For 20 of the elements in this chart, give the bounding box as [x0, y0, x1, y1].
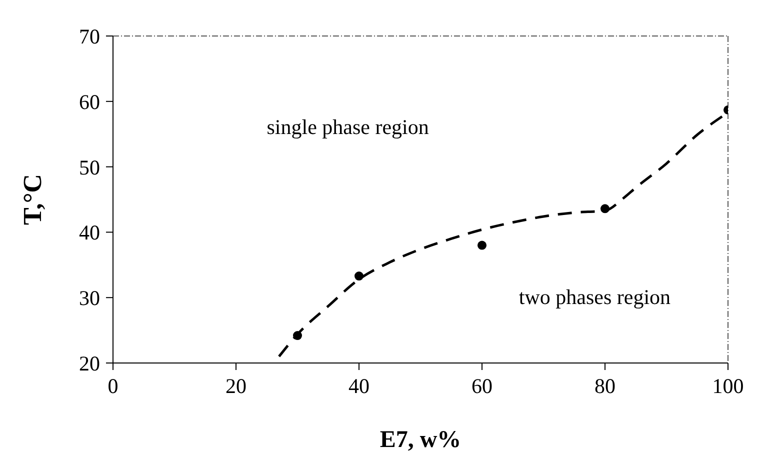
x-tick-label: 40: [348, 374, 370, 398]
y-tick-label: 40: [79, 220, 100, 245]
point: [477, 240, 487, 250]
point: [354, 272, 364, 281]
point: [600, 204, 610, 214]
x-tick-label: 20: [226, 374, 246, 398]
x-tick-label: 0: [108, 374, 118, 398]
y-axis-title: T,°C: [18, 174, 48, 226]
x-tick-label: 100: [712, 374, 744, 398]
x-tick-label: 60: [472, 374, 492, 398]
x-axis-title: E7, w%: [380, 427, 462, 453]
y-tick-label: 60: [79, 90, 100, 114]
x-tick-label: 80: [594, 374, 616, 398]
annotation: two phases region: [518, 285, 672, 310]
y-tick-label: 50: [79, 155, 100, 180]
y-tick-label: 20: [79, 351, 100, 376]
y-tick-label: 70: [79, 24, 100, 48]
point: [292, 331, 302, 340]
annotation: single phase region: [266, 115, 430, 140]
y-tick-label: 30: [79, 286, 100, 310]
